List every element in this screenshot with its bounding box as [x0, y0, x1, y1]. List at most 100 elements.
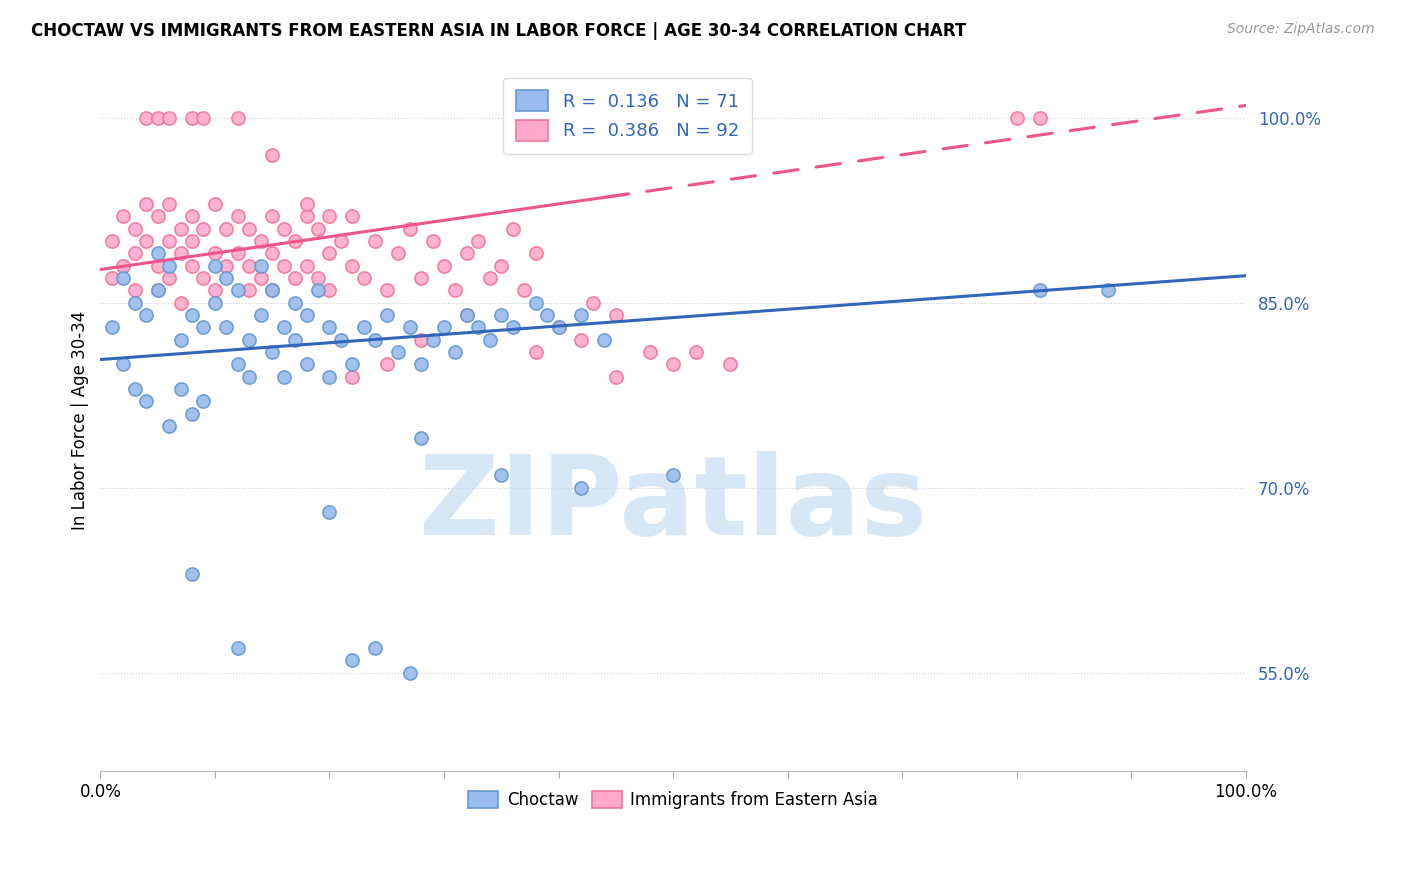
Point: [169, 382, 191, 396]
Point: [1028, 111, 1050, 125]
Point: [135, 234, 157, 248]
Point: [342, 358, 364, 372]
Point: [273, 259, 295, 273]
Point: [295, 358, 318, 372]
Point: [226, 111, 249, 125]
Point: [593, 333, 616, 347]
Point: [193, 394, 215, 409]
Point: [478, 333, 501, 347]
Point: [571, 481, 593, 495]
Point: [524, 246, 547, 260]
Point: [262, 148, 284, 162]
Point: [101, 271, 124, 285]
Point: [204, 197, 226, 211]
Point: [467, 320, 489, 334]
Point: [157, 419, 180, 434]
Point: [146, 111, 169, 125]
Point: [124, 222, 146, 236]
Text: CHOCTAW VS IMMIGRANTS FROM EASTERN ASIA IN LABOR FORCE | AGE 30-34 CORRELATION C: CHOCTAW VS IMMIGRANTS FROM EASTERN ASIA …: [31, 22, 966, 40]
Point: [547, 320, 569, 334]
Point: [181, 308, 204, 322]
Point: [1005, 111, 1028, 125]
Point: [411, 333, 433, 347]
Point: [181, 111, 204, 125]
Point: [307, 271, 329, 285]
Point: [135, 197, 157, 211]
Point: [204, 259, 226, 273]
Point: [524, 295, 547, 310]
Point: [181, 259, 204, 273]
Point: [169, 246, 191, 260]
Point: [456, 246, 478, 260]
Point: [1097, 284, 1119, 298]
Point: [375, 358, 398, 372]
Point: [398, 320, 420, 334]
Point: [295, 197, 318, 211]
Point: [249, 271, 271, 285]
Point: [169, 222, 191, 236]
Point: [157, 271, 180, 285]
Point: [387, 345, 409, 359]
Point: [226, 210, 249, 224]
Point: [238, 284, 260, 298]
Point: [638, 345, 661, 359]
Point: [226, 246, 249, 260]
Point: [718, 358, 741, 372]
Point: [112, 210, 135, 224]
Point: [582, 295, 605, 310]
Point: [491, 259, 513, 273]
Point: [193, 111, 215, 125]
Point: [295, 259, 318, 273]
Point: [112, 271, 135, 285]
Point: [524, 345, 547, 359]
Point: [204, 284, 226, 298]
Point: [146, 284, 169, 298]
Point: [662, 468, 685, 483]
Point: [238, 222, 260, 236]
Point: [375, 284, 398, 298]
Point: [685, 345, 707, 359]
Point: [273, 320, 295, 334]
Point: [112, 259, 135, 273]
Point: [411, 271, 433, 285]
Text: ZIPatlas: ZIPatlas: [419, 450, 927, 558]
Point: [307, 284, 329, 298]
Point: [536, 308, 558, 322]
Point: [307, 222, 329, 236]
Point: [422, 333, 444, 347]
Point: [318, 284, 340, 298]
Point: [215, 259, 238, 273]
Point: [146, 259, 169, 273]
Point: [181, 567, 204, 582]
Point: [135, 308, 157, 322]
Point: [456, 308, 478, 322]
Point: [284, 295, 307, 310]
Point: [1028, 284, 1050, 298]
Point: [513, 284, 536, 298]
Point: [444, 284, 467, 298]
Point: [605, 369, 627, 384]
Point: [181, 210, 204, 224]
Point: [411, 432, 433, 446]
Point: [262, 284, 284, 298]
Point: [422, 234, 444, 248]
Point: [295, 308, 318, 322]
Point: [318, 320, 340, 334]
Point: [342, 369, 364, 384]
Point: [193, 320, 215, 334]
Point: [342, 210, 364, 224]
Point: [101, 234, 124, 248]
Point: [284, 271, 307, 285]
Point: [146, 284, 169, 298]
Point: [605, 308, 627, 322]
Point: [181, 407, 204, 421]
Point: [124, 284, 146, 298]
Point: [318, 210, 340, 224]
Point: [662, 358, 685, 372]
Point: [262, 246, 284, 260]
Point: [433, 320, 456, 334]
Point: [318, 505, 340, 519]
Point: [478, 271, 501, 285]
Point: [387, 246, 409, 260]
Point: [444, 345, 467, 359]
